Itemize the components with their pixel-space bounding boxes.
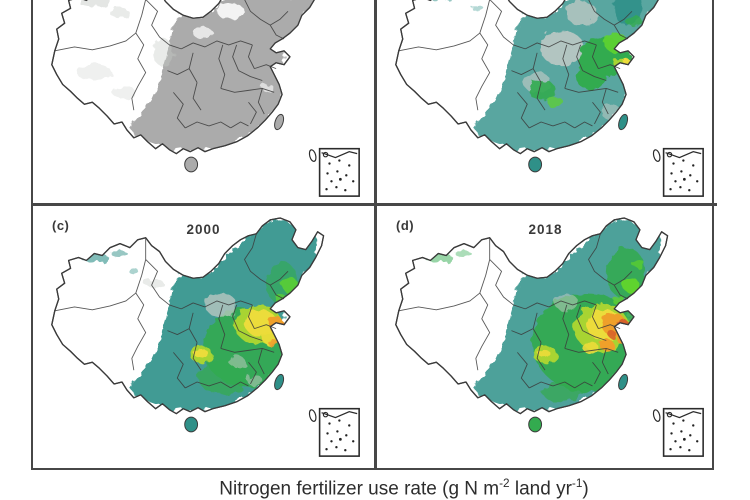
- panel-a: [33, 0, 374, 203]
- figure-caption: Nitrogen fertilizer use rate (g N m-2 la…: [0, 477, 750, 500]
- china-map-b: [395, 0, 704, 197]
- caption-text: ): [582, 478, 589, 500]
- panel-label-d: (d): [396, 218, 415, 233]
- panel-divider-vertical: [374, 0, 377, 470]
- panel-d: (d) 2018: [377, 206, 714, 470]
- panel-label-c: (c): [52, 218, 70, 233]
- caption-superscript: -2: [499, 477, 510, 490]
- china-map-a: [51, 0, 360, 197]
- caption-text: Nitrogen fertilizer use rate (g N m: [219, 478, 500, 500]
- china-map-c: [51, 217, 360, 457]
- panel-year-d: 2018: [528, 222, 563, 237]
- panel-c: (c) 2000: [33, 206, 374, 470]
- panel-year-c: 2000: [186, 222, 221, 237]
- caption-superscript: -1: [571, 477, 583, 490]
- china-map-d: [395, 217, 704, 457]
- panel-divider-horizontal: [31, 203, 717, 206]
- caption-text: land yr: [509, 478, 572, 500]
- panel-b: [377, 0, 714, 203]
- fertilizer-overlay-a: [76, 0, 318, 151]
- fertilizer-overlay-d: [424, 218, 662, 411]
